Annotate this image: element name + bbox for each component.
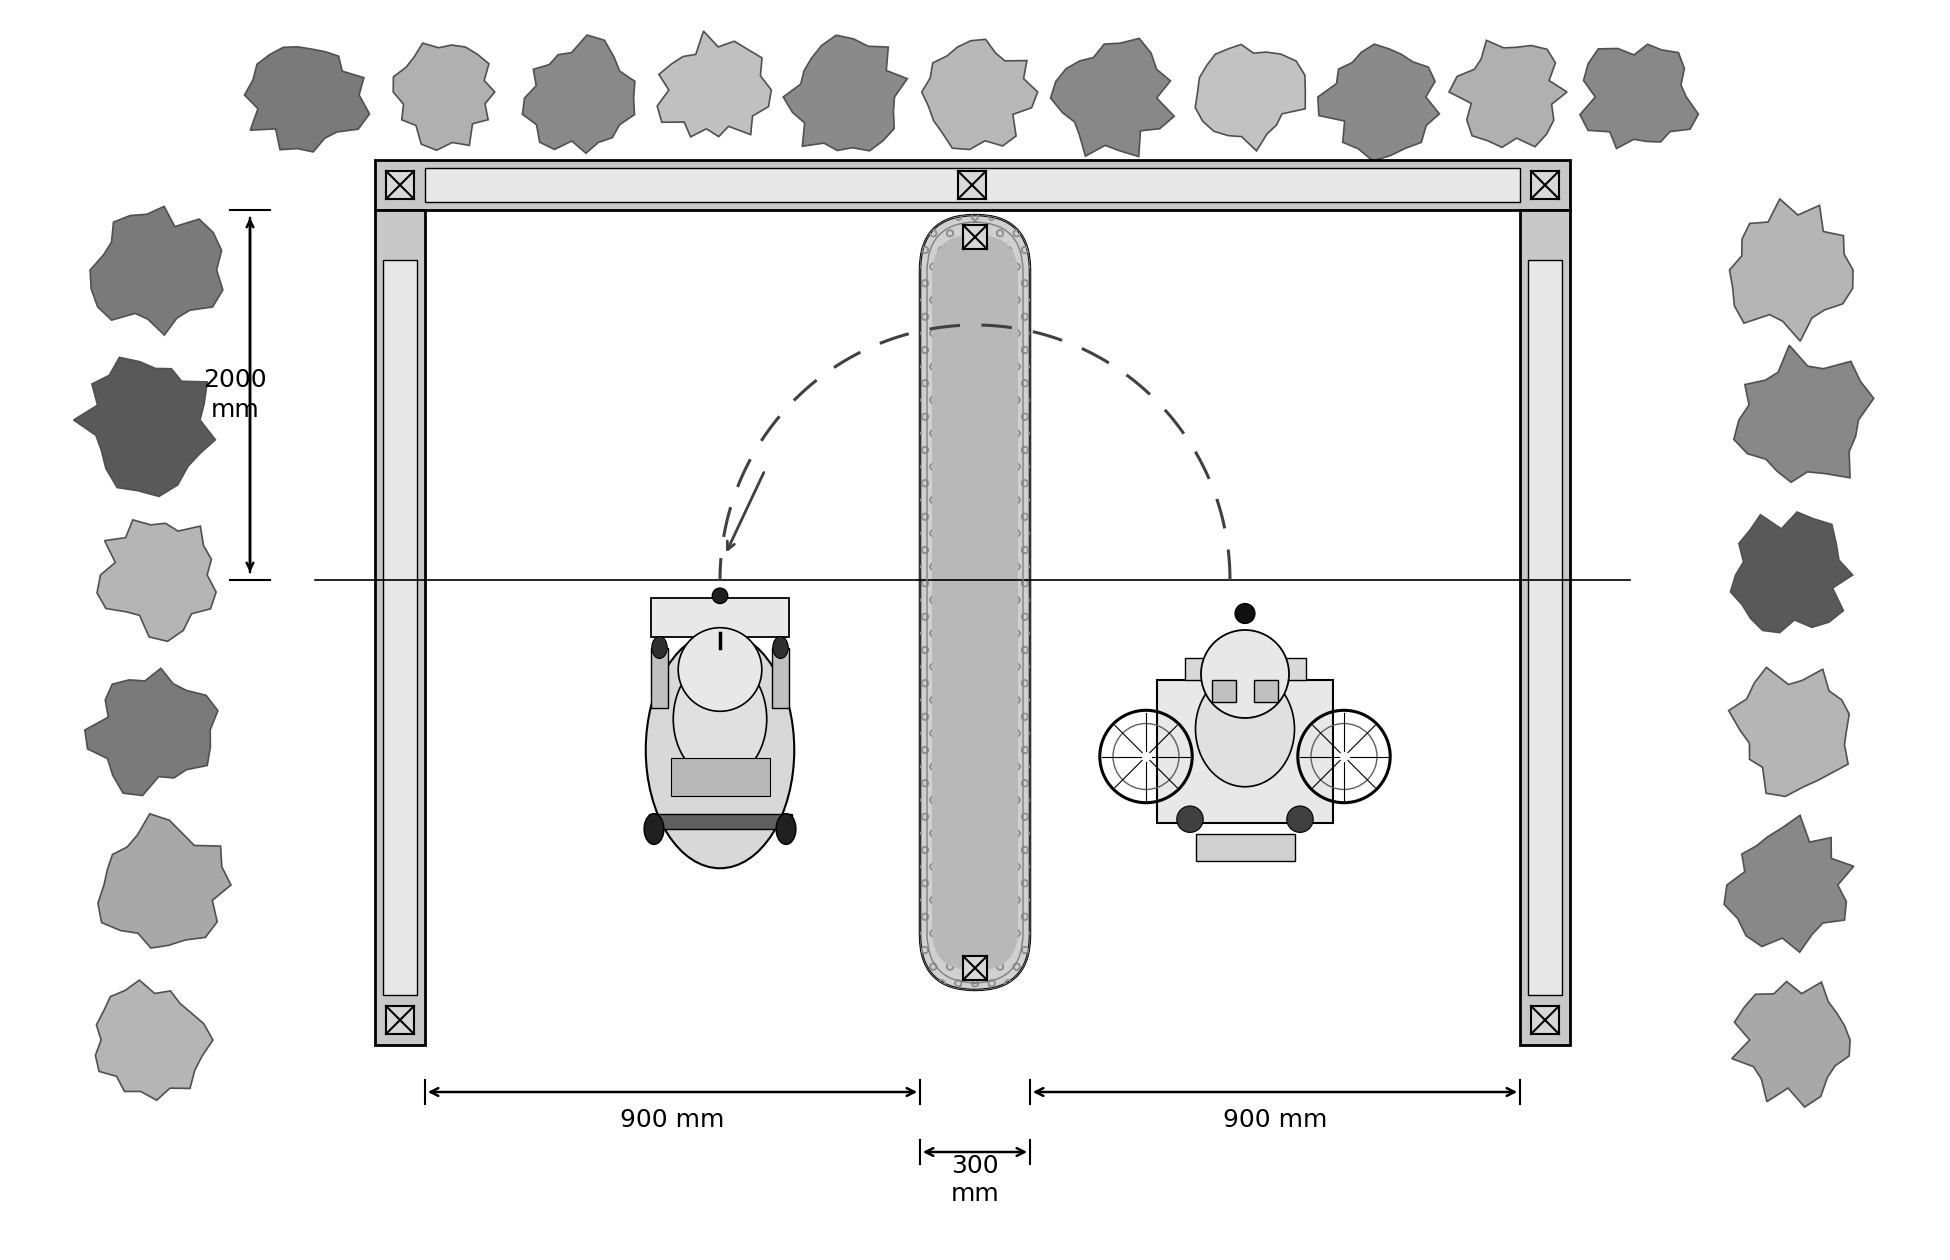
Bar [1184, 658, 1305, 679]
Ellipse shape [1195, 672, 1295, 786]
Text: 900 mm: 900 mm [1223, 1108, 1328, 1131]
Ellipse shape [645, 631, 794, 868]
Polygon shape [1318, 44, 1439, 161]
Ellipse shape [772, 636, 788, 659]
Bar [772, 648, 790, 708]
Bar [963, 226, 987, 249]
Bar [649, 814, 792, 829]
Polygon shape [1724, 815, 1854, 953]
Polygon shape [1730, 199, 1852, 341]
Polygon shape [523, 35, 636, 154]
Bar [671, 757, 770, 796]
FancyBboxPatch shape [920, 215, 1030, 990]
Polygon shape [98, 520, 216, 641]
Circle shape [1201, 630, 1289, 718]
Circle shape [679, 627, 762, 712]
Polygon shape [74, 358, 214, 496]
Bar [374, 210, 425, 1045]
Bar [1254, 679, 1277, 702]
Bar [1531, 1005, 1558, 1034]
Bar [1519, 210, 1570, 1045]
Bar [386, 1005, 413, 1034]
Text: 2000
mm: 2000 mm [203, 368, 267, 422]
Polygon shape [1449, 40, 1568, 147]
Bar [1213, 679, 1236, 702]
Bar [651, 598, 788, 636]
Polygon shape [394, 43, 495, 150]
Bar [1195, 834, 1295, 861]
Bar [963, 956, 987, 980]
Polygon shape [1734, 345, 1874, 483]
Ellipse shape [776, 814, 796, 844]
Polygon shape [98, 814, 230, 948]
Circle shape [712, 588, 727, 604]
Circle shape [1287, 806, 1312, 833]
Polygon shape [1728, 668, 1849, 796]
Bar [1531, 171, 1558, 199]
Text: 900 mm: 900 mm [620, 1108, 725, 1131]
Polygon shape [86, 668, 218, 795]
Bar [957, 171, 987, 199]
Polygon shape [1195, 44, 1305, 151]
Polygon shape [96, 980, 213, 1100]
Polygon shape [784, 35, 907, 151]
Polygon shape [1580, 44, 1698, 149]
Ellipse shape [644, 814, 663, 844]
Polygon shape [244, 47, 369, 152]
Polygon shape [90, 207, 222, 335]
Circle shape [1176, 806, 1203, 833]
Polygon shape [1051, 38, 1174, 156]
Polygon shape [922, 39, 1037, 150]
Bar [651, 648, 669, 708]
Polygon shape [1732, 982, 1851, 1108]
FancyBboxPatch shape [932, 236, 1018, 970]
Ellipse shape [673, 659, 766, 780]
Bar [382, 260, 417, 995]
Bar [1529, 260, 1562, 995]
Circle shape [1234, 604, 1256, 624]
Polygon shape [657, 32, 772, 137]
Bar [386, 171, 413, 199]
Bar [1156, 679, 1334, 823]
Bar [425, 168, 1519, 202]
Bar [374, 160, 1570, 210]
Text: 300
mm: 300 mm [952, 1154, 998, 1206]
Polygon shape [1730, 512, 1852, 633]
Ellipse shape [651, 636, 667, 659]
